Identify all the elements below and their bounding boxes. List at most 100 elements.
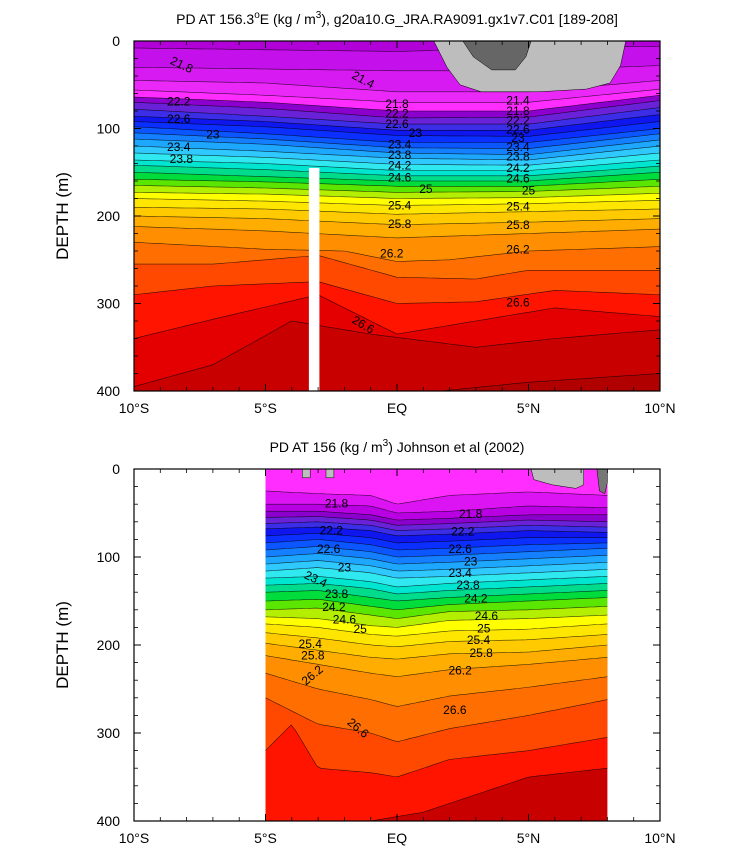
contour-line [265,539,608,551]
x-tick-label: 10°N [644,400,675,416]
x-tick-label: 10°S [119,830,150,846]
y-tick-label: 200 [97,208,121,224]
axes-bottom: 10°S 5°S EQ 5°N 10°N 0 100 200 300 400 [97,461,676,846]
contour-label: 24.2 [322,600,346,614]
contour-line [265,516,608,526]
contour-line [134,100,660,119]
contour-line [265,697,608,742]
contour-line [265,576,608,588]
missing-data-mask-dark [462,41,532,71]
contour-label: 23 [206,128,220,142]
contour-label: 21.4 [506,94,530,108]
plot-area-top [134,41,660,391]
missing-data-mask [433,41,627,93]
y-tick-label: 0 [112,461,120,477]
contour-label: 24.2 [506,161,530,175]
contour-line [265,560,608,572]
contour-label: 26.2 [448,664,472,678]
axes-top: 10°S 5°S EQ 5°N 10°N 0 100 200 300 400 [97,33,676,416]
contour-label: 25.4 [467,633,491,647]
contour-label: 22.2 [451,525,475,539]
plot-area-bottom [265,469,608,821]
contour-line [134,281,660,304]
contour-line [134,95,660,112]
y-tick-label: 400 [97,383,121,399]
x-tick-label: 10°S [119,400,150,416]
contour-line [134,107,660,125]
x-tick-label: EQ [387,400,407,416]
contour-label: 25.8 [469,646,493,660]
contour-label: 22.2 [385,107,409,121]
missing-data-mask [302,469,340,479]
contour-label: 22.6 [167,112,191,126]
contour-label: 25.8 [388,217,412,231]
contour-line [265,597,608,611]
contour-label: 25 [354,622,368,636]
contour-line [134,172,660,182]
contour-line [134,198,660,206]
contour-label: 25 [477,621,491,635]
contour-line [265,553,608,565]
contour-label: 24.2 [388,158,412,172]
contour-label: 21.8 [459,507,483,521]
contour-line [134,88,660,103]
contour-label: 23 [409,126,423,140]
panel-bottom-title: PD AT 156 (kg / m3) Johnson et al (2002) [270,438,525,455]
contour-label: 22.6 [385,117,409,131]
contour-label: 24.6 [333,613,357,627]
contour-label: 22.2 [506,114,530,128]
contour-label: 21.8 [506,104,530,118]
contour-line [265,614,608,628]
contour-label: 26.2 [506,242,530,256]
contour-label: 21.8 [325,496,349,510]
contour-label: 25.8 [301,649,325,663]
y-tick-label: 100 [97,549,121,565]
panel-top: PD AT 156.3oE (kg / m3), g20a10.G_JRA.RA… [53,10,676,416]
y-tick-label: 0 [112,33,120,49]
contour-label: 25.4 [506,199,530,213]
contour-label: 22.6 [506,122,530,136]
contour-label: 23.8 [388,148,412,162]
contour-label: 25.4 [299,637,323,651]
contour-line [134,294,660,339]
panel-top-title: PD AT 156.3oE (kg / m3), g20a10.G_JRA.RA… [176,10,618,27]
contour-line [265,642,608,660]
contour-label: 24.2 [464,591,488,605]
contour-line [265,546,608,558]
y-tick-label: 200 [97,637,121,653]
contour-line [134,215,660,226]
y-tick-label: 400 [97,813,121,829]
contour-line [134,226,660,239]
y-tick-label: 300 [97,296,121,312]
contour-line [437,373,660,391]
contour-line [134,207,660,215]
x-tick-label: 10°N [644,830,675,846]
contour-line [265,490,608,505]
contour-label: 25 [522,184,536,198]
contour-line [265,503,608,514]
contour-line [265,724,608,778]
contour-label: 23.4 [167,140,191,154]
missing-data-mask-dark [596,469,608,494]
contour-line [265,521,608,531]
contour-label: 23.8 [456,578,480,592]
contour-label: 24.6 [475,609,499,623]
contour-line [265,623,608,637]
contour-line [134,185,660,193]
contour-label: 23 [338,561,352,575]
contour-line [134,132,660,149]
contour-line [265,583,608,595]
contour-line [134,152,660,166]
contour-label: 23.4 [506,140,530,154]
contour-line [265,632,608,648]
contour-line [134,159,660,171]
contour-line [134,320,660,387]
missing-data-mask [530,469,584,489]
contour-line [265,606,608,619]
contour-line [265,672,608,707]
contour-label: 25.4 [388,199,412,213]
contour-label: 24.6 [506,171,530,185]
contour-label: 23.8 [325,587,349,601]
contour-label: 23.8 [506,150,530,164]
